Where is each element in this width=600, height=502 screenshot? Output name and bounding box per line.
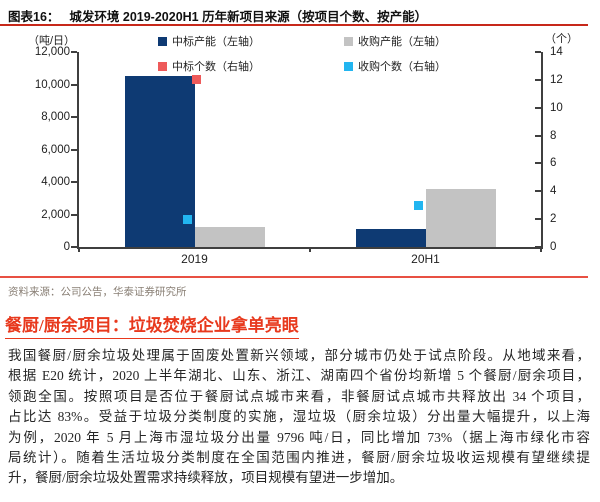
left-axis-tick bbox=[71, 83, 77, 86]
bar-chart: （吨/日） （个） 中标产能（左轴） 收购产能（左轴） 中标个数（右轴） 收购个数（右… bbox=[0, 30, 600, 266]
right-axis-tick-label: 10 bbox=[550, 101, 563, 114]
left-axis-tick-label: 10,000 bbox=[34, 78, 70, 91]
legend-label: 中标产能（左轴） bbox=[172, 36, 260, 48]
paragraph-line-6: 局统计）。随着生活垃圾分类制度在全国范围内推进，餐厨/厨余垃圾收运规模有望继续提 bbox=[8, 449, 590, 465]
bar-收购产能（左轴）-20H1 bbox=[425, 188, 496, 247]
legend-item-1: 收购产能（左轴） bbox=[344, 33, 446, 49]
category-label-2019: 2019 bbox=[181, 252, 208, 266]
left-axis-tick-label: 4,000 bbox=[41, 176, 70, 188]
x-axis-tick bbox=[309, 247, 311, 252]
right-axis-tick bbox=[535, 246, 541, 248]
chart-bottom-rule bbox=[0, 276, 588, 278]
plot-area: 0 2,000 4,000 6,000 8,000 10,000 12,000 0 2 4 6 8 10… bbox=[35, 46, 563, 266]
figure-header: 图表16： 城发环境 2019-2020H1 历年新项目来源（按项目个数、按产能） bbox=[8, 6, 592, 25]
bar-中标产能（左轴）-20H1 bbox=[355, 229, 426, 247]
paragraph-line-3: 领跑全国。按照项目是否位于餐厨试点城市来看，非餐厨试点城市共释放出 34 个项目… bbox=[8, 388, 590, 404]
marker-收购个数（右轴）-2019 bbox=[183, 214, 192, 224]
left-axis-tick bbox=[71, 148, 77, 151]
section-heading: 餐厨/厨余项目：垃圾焚烧企业拿单亮眼 bbox=[5, 311, 299, 339]
right-axis-tick bbox=[535, 190, 541, 193]
right-axis-tick bbox=[535, 106, 541, 109]
left-axis-tick bbox=[71, 246, 77, 248]
left-axis-tick bbox=[71, 213, 77, 216]
right-axis-unit: （个） bbox=[545, 33, 578, 45]
bar-中标产能（左轴）-2019 bbox=[124, 76, 195, 247]
right-axis-tick-label: 0 bbox=[550, 241, 557, 253]
left-axis-tick-label: 2,000 bbox=[41, 208, 70, 221]
paragraph-line-2: 根据 E20 统计，2020 上半年湖北、山东、浙江、湖南四个省份均新增 5 个… bbox=[8, 368, 590, 384]
bar-收购产能（左轴）-2019 bbox=[194, 226, 265, 247]
source-note: 资料来源：公司公告，华泰证券研究所 bbox=[8, 287, 187, 298]
legend-swatch-icon bbox=[344, 36, 353, 46]
legend-swatch-icon bbox=[344, 61, 353, 71]
x-axis-tick bbox=[540, 247, 542, 252]
legend-item-2: 中标个数（右轴） bbox=[158, 58, 344, 74]
paragraph-line-7: 升，餐厨/厨余垃圾处置需求持续释放，项目规模有望进一步增加。 bbox=[8, 470, 404, 486]
legend-item-3: 收购个数（右轴） bbox=[344, 58, 446, 74]
left-axis-tick-label: 12,000 bbox=[34, 46, 70, 58]
right-axis-tick bbox=[535, 78, 541, 81]
legend-label: 中标个数（右轴） bbox=[172, 61, 260, 73]
left-axis-tick-label: 0 bbox=[63, 241, 70, 253]
right-axis-tick-label: 4 bbox=[550, 185, 557, 198]
right-axis-tick bbox=[535, 162, 541, 165]
left-axis-tick bbox=[71, 181, 77, 183]
legend-swatch-icon bbox=[158, 36, 167, 46]
legend-swatch-icon bbox=[158, 61, 167, 71]
left-axis-tick-label: 6,000 bbox=[41, 143, 70, 156]
paragraph-line-5: 为例，2020 年 5 月上海市湿垃圾分出量 9796 吨/日，同比增加 73%… bbox=[8, 429, 590, 445]
right-axis-tick-label: 6 bbox=[550, 157, 557, 170]
paragraph-line-1: 我国餐厨/厨余垃圾处理属于固废处置新兴领域，部分城市仍处于试点阶段。从地域来看， bbox=[8, 348, 590, 363]
figure-label: 图表16： bbox=[8, 10, 60, 24]
right-axis-tick bbox=[535, 218, 541, 221]
right-axis-tick-label: 2 bbox=[550, 213, 557, 226]
legend-label: 收购产能（左轴） bbox=[358, 36, 446, 48]
left-axis-tick-label: 8,000 bbox=[41, 111, 70, 123]
chart-legend: 中标产能（左轴） 收购产能（左轴） 中标个数（右轴） 收购个数（右轴） bbox=[158, 33, 446, 74]
left-axis-unit: （吨/日） bbox=[28, 35, 76, 47]
paragraph-line-4: 占比达 83%。受益于垃圾分类制度的实施，湿垃圾（厨余垃圾）分出量大幅提升，以上… bbox=[8, 409, 590, 425]
legend-label: 收购个数（右轴） bbox=[358, 61, 446, 73]
marker-收购个数（右轴）-20H1 bbox=[414, 200, 423, 210]
left-axis-tick bbox=[71, 51, 77, 53]
right-axis-tick-label: 8 bbox=[550, 129, 557, 142]
legend-item-0: 中标产能（左轴） bbox=[158, 33, 344, 49]
right-axis-tick-label: 14 bbox=[550, 46, 563, 58]
header-rule bbox=[0, 24, 588, 26]
right-axis-tick bbox=[535, 134, 541, 137]
category-label-20H1: 20H1 bbox=[411, 252, 440, 266]
right-axis-tick-label: 12 bbox=[550, 73, 563, 86]
body-paragraph: 我国餐厨/厨余垃圾处理属于固废处置新兴领域，部分城市仍处于试点阶段。从地域来看，… bbox=[8, 346, 590, 489]
left-axis-tick bbox=[71, 116, 77, 118]
x-axis-tick bbox=[78, 247, 80, 252]
marker-中标个数（右轴）-2019 bbox=[192, 75, 201, 85]
right-axis-tick bbox=[535, 51, 541, 53]
figure-title: 城发环境 2019-2020H1 历年新项目来源（按项目个数、按产能） bbox=[69, 10, 428, 24]
